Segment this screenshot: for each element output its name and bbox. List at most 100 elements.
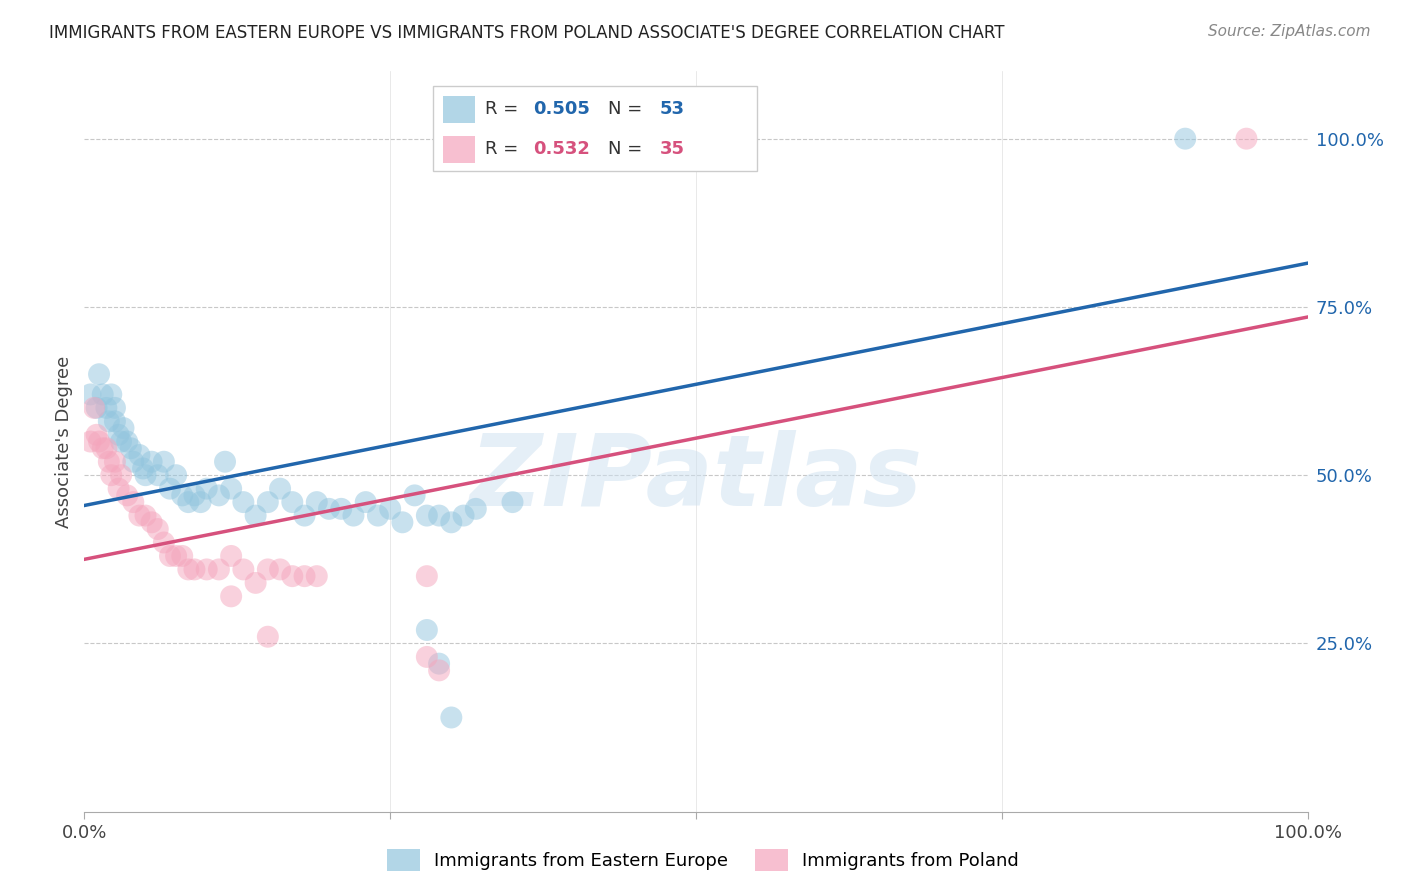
Point [97,455,120,469]
Point [107,482,129,496]
Point [79,434,101,449]
Point [416,508,439,523]
Point [440,710,463,724]
Point [1174,131,1197,145]
Point [172,488,194,502]
Point [104,401,127,415]
Point [214,455,236,469]
Point [83,401,105,415]
Point [91,442,114,456]
Point [219,482,242,496]
Point [416,569,439,583]
Point [96,442,118,456]
Point [141,455,163,469]
Point [159,549,181,563]
Point [107,427,129,442]
Point [183,488,205,502]
Point [416,623,439,637]
Point [342,508,364,523]
Point [232,562,254,576]
Point [208,488,231,502]
Point [104,414,127,428]
Point [86,427,108,442]
Point [153,455,176,469]
Point [177,495,200,509]
Point [208,562,231,576]
Point [100,387,122,401]
Point [146,468,169,483]
Point [427,508,450,523]
Point [257,630,280,644]
Point [135,468,157,483]
Point [294,569,316,583]
Text: IMMIGRANTS FROM EASTERN EUROPE VS IMMIGRANTS FROM POLAND ASSOCIATE'S DEGREE CORR: IMMIGRANTS FROM EASTERN EUROPE VS IMMIGR… [49,24,1005,42]
Point [141,516,163,530]
Text: ZIPatlas: ZIPatlas [470,430,922,527]
Point [427,657,450,671]
Point [97,414,120,428]
Point [100,468,122,483]
Point [183,562,205,576]
Point [110,434,132,449]
Point [294,508,316,523]
Point [146,522,169,536]
Point [219,590,242,604]
Point [159,482,181,496]
Point [132,461,155,475]
Point [165,468,187,483]
Point [391,516,413,530]
Point [318,501,340,516]
Point [245,508,267,523]
Point [115,488,138,502]
Point [112,421,135,435]
Point [245,575,267,590]
Point [330,501,353,516]
Point [195,562,218,576]
Point [165,549,187,563]
Point [104,455,127,469]
Point [96,401,118,415]
Point [416,649,439,664]
Point [281,569,304,583]
Point [219,549,242,563]
Point [177,562,200,576]
Point [404,488,426,502]
Point [305,495,328,509]
Point [87,434,110,449]
Point [354,495,377,509]
Point [257,562,280,576]
Point [122,495,145,509]
Point [110,468,132,483]
Text: Source: ZipAtlas.com: Source: ZipAtlas.com [1208,24,1371,39]
Point [232,495,254,509]
Point [135,508,157,523]
Point [91,387,114,401]
Point [1236,131,1258,145]
Point [281,495,304,509]
Y-axis label: Associate's Degree: Associate's Degree [55,355,73,528]
Point [122,455,145,469]
Point [464,501,486,516]
Point [195,482,218,496]
Point [502,495,524,509]
Point [269,562,291,576]
Point [427,664,450,678]
Point [86,401,108,415]
Legend: Immigrants from Eastern Europe, Immigrants from Poland: Immigrants from Eastern Europe, Immigran… [380,842,1026,879]
Point [172,549,194,563]
Point [190,495,212,509]
Point [120,442,142,456]
Point [115,434,138,449]
Point [79,387,101,401]
Point [269,482,291,496]
Point [128,448,150,462]
Point [305,569,328,583]
Point [87,368,110,382]
Point [380,501,402,516]
Point [257,495,280,509]
Point [367,508,389,523]
Point [128,508,150,523]
Point [440,516,463,530]
Point [453,508,475,523]
Point [153,535,176,549]
